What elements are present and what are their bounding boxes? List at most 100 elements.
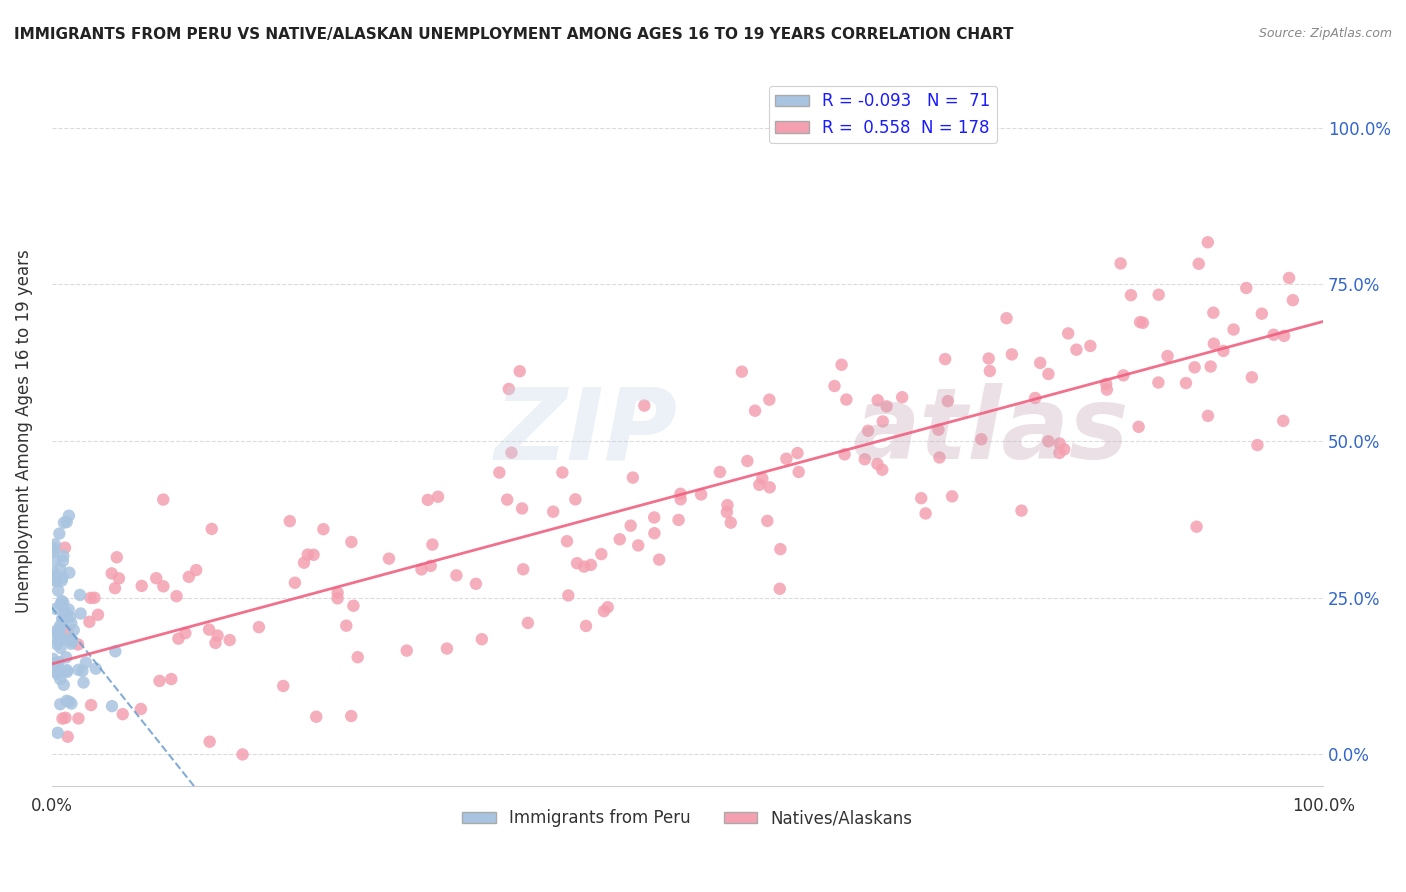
Point [48,655,70,669]
Point [60,697,83,711]
Point [1175,376,1198,390]
Point [56,624,79,638]
Point [72,675,94,690]
Point [716,498,738,512]
Point [52,554,75,568]
Point [278,514,301,528]
Point [824,379,846,393]
Point [621,470,644,484]
Point [59,610,82,624]
Point [145,571,167,585]
Point [284,575,307,590]
Point [52,549,75,563]
Point [60,637,83,651]
Point [910,491,932,505]
Point [1001,347,1024,361]
Point [927,423,949,437]
Point [498,382,520,396]
Point [856,424,879,438]
Point [42,566,65,580]
Point [509,364,531,378]
Point [55,515,77,529]
Point [934,352,956,367]
Point [49,632,72,646]
Text: IMMIGRANTS FROM PERU VS NATIVE/ALASKAN UNEMPLOYMENT AMONG AGES 16 TO 19 YEARS CO: IMMIGRANTS FROM PERU VS NATIVE/ALASKAN U… [14,27,1014,42]
Point [49,640,72,655]
Point [831,358,853,372]
Point [914,507,936,521]
Point [1132,316,1154,330]
Point [231,747,253,762]
Point [593,604,616,618]
Point [941,489,963,503]
Text: atlas: atlas [852,383,1129,480]
Point [648,552,671,566]
Point [1038,434,1060,449]
Point [72,664,94,678]
Point [60,634,83,648]
Point [471,632,494,647]
Point [1128,420,1150,434]
Point [340,535,363,549]
Point [129,702,152,716]
Point [669,487,692,501]
Point [42,652,65,666]
Point [1024,391,1046,405]
Point [1272,329,1295,343]
Point [292,556,315,570]
Point [101,699,124,714]
Point [46,625,69,640]
Point [46,726,69,740]
Point [609,533,631,547]
Point [1095,383,1118,397]
Point [198,735,221,749]
Point [55,608,77,623]
Point [716,505,738,519]
Point [148,673,170,688]
Point [1222,322,1244,336]
Point [46,624,69,639]
Point [100,566,122,581]
Point [1197,409,1219,423]
Point [198,623,221,637]
Point [42,544,65,558]
Point [49,598,72,612]
Point [709,465,731,479]
Point [575,619,598,633]
Point [160,672,183,686]
Point [207,629,229,643]
Point [731,365,754,379]
Point [67,637,90,651]
Point [62,623,84,637]
Point [49,672,72,686]
Point [247,620,270,634]
Point [45,624,67,639]
Point [42,573,65,587]
Point [970,432,993,446]
Point [51,570,73,584]
Point [565,556,588,570]
Point [79,591,101,605]
Point [516,615,538,630]
Point [596,600,619,615]
Point [51,712,73,726]
Point [758,480,780,494]
Point [977,351,1000,366]
Point [756,514,779,528]
Point [775,451,797,466]
Point [787,465,810,479]
Point [104,644,127,658]
Point [346,650,368,665]
Point [60,633,83,648]
Y-axis label: Unemployment Among Ages 16 to 19 years: Unemployment Among Ages 16 to 19 years [15,250,32,614]
Point [419,558,441,573]
Point [769,582,792,596]
Point [51,594,73,608]
Point [748,477,770,491]
Point [1263,327,1285,342]
Point [56,730,79,744]
Point [1250,307,1272,321]
Point [928,450,950,465]
Point [53,541,76,555]
Point [891,390,914,404]
